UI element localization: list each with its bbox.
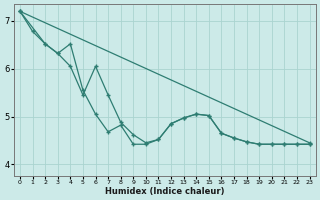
X-axis label: Humidex (Indice chaleur): Humidex (Indice chaleur) — [105, 187, 225, 196]
